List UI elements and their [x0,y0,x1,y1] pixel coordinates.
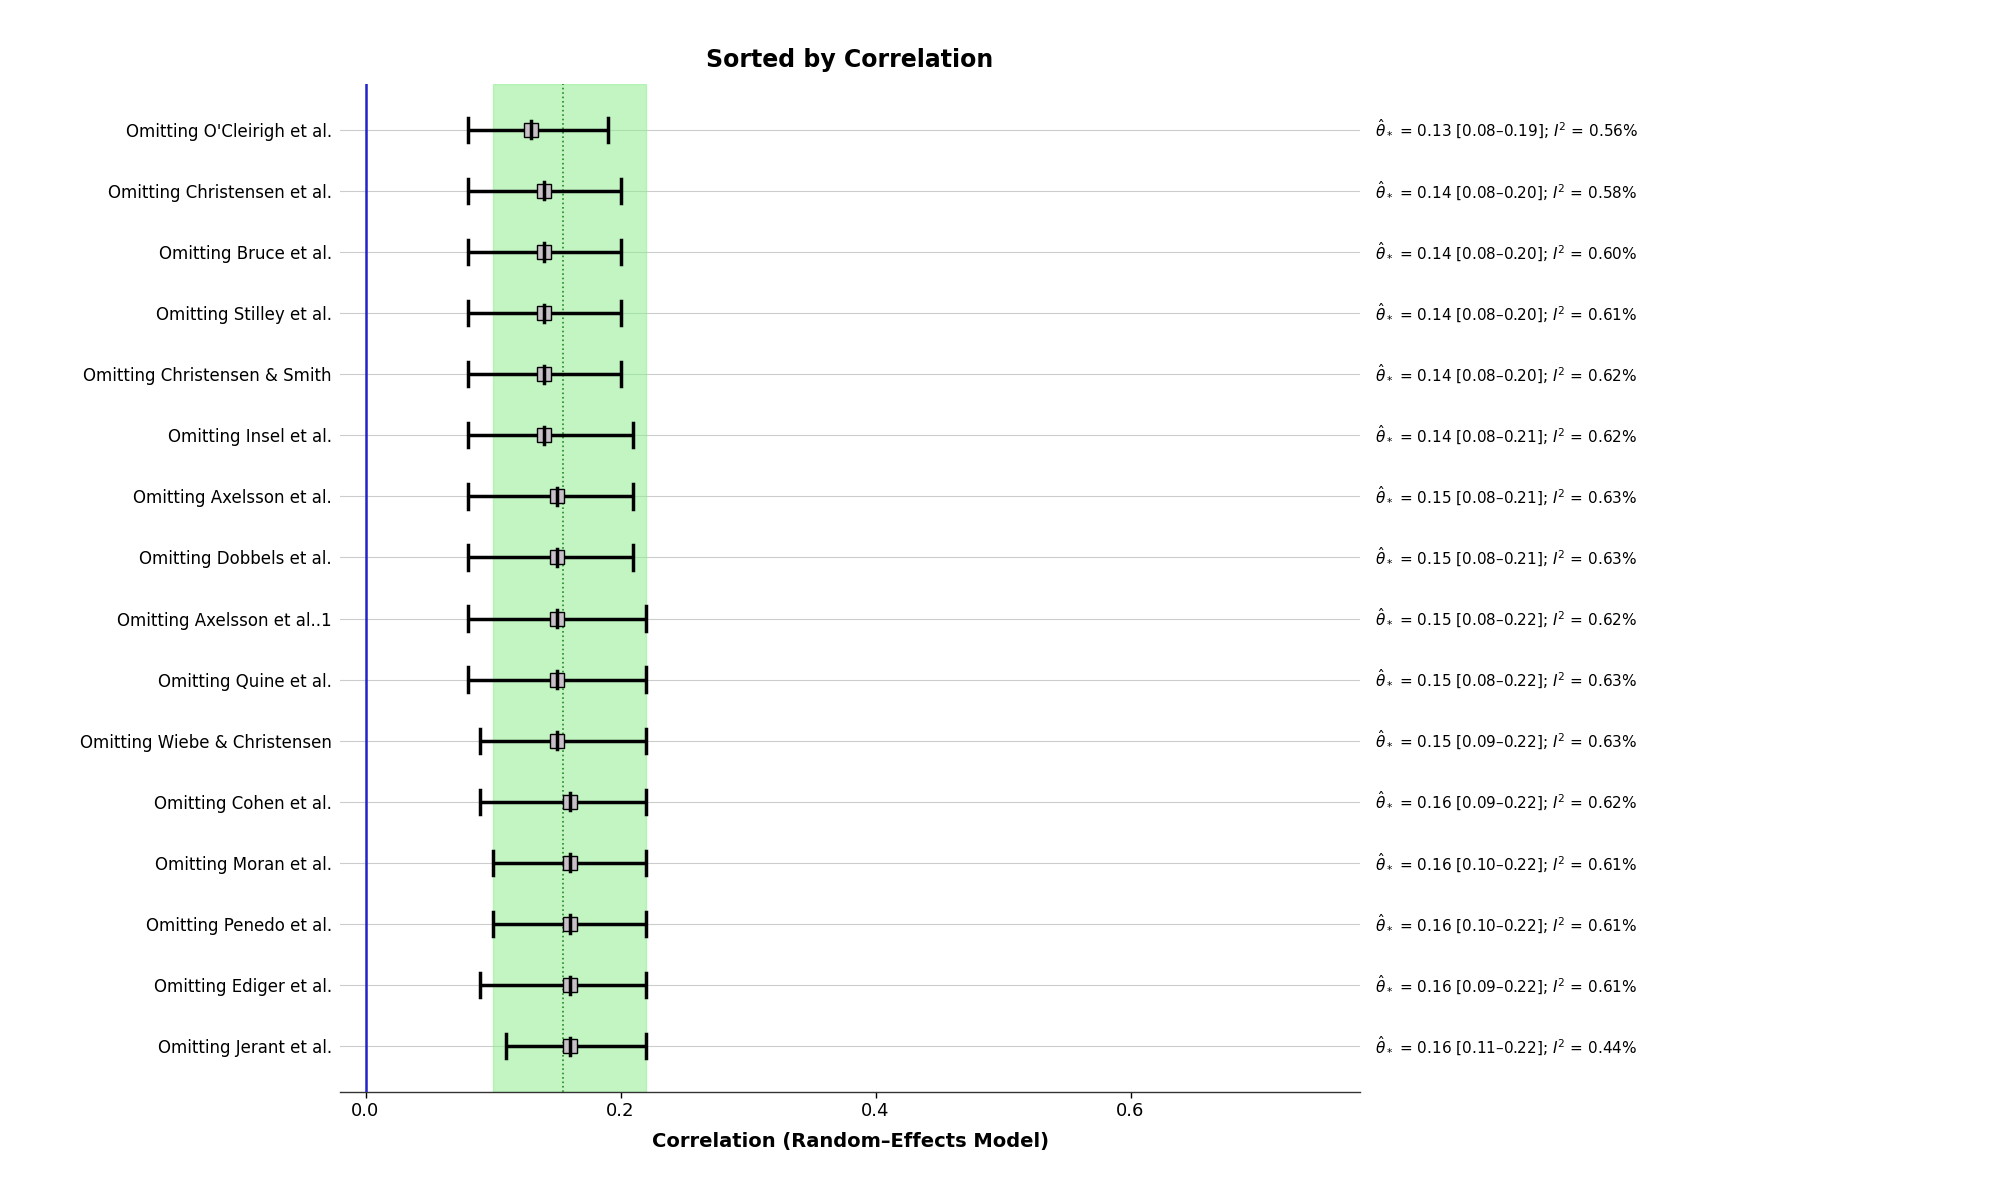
Text: $\hat{\theta}_*$ = 0.14 [0.08–0.20]; $\it{I}^2$ = 0.61%: $\hat{\theta}_*$ = 0.14 [0.08–0.20]; $\i… [1376,301,1638,325]
Text: $\hat{\theta}_*$ = 0.14 [0.08–0.20]; $\it{I}^2$ = 0.62%: $\hat{\theta}_*$ = 0.14 [0.08–0.20]; $\i… [1376,362,1638,386]
Text: $\hat{\theta}_*$ = 0.15 [0.08–0.21]; $\it{I}^2$ = 0.63%: $\hat{\theta}_*$ = 0.15 [0.08–0.21]; $\i… [1376,485,1638,508]
Text: $\hat{\theta}_*$ = 0.16 [0.10–0.22]; $\it{I}^2$ = 0.61%: $\hat{\theta}_*$ = 0.16 [0.10–0.22]; $\i… [1376,851,1638,875]
Text: $\hat{\theta}_*$ = 0.14 [0.08–0.20]; $\it{I}^2$ = 0.58%: $\hat{\theta}_*$ = 0.14 [0.08–0.20]; $\i… [1376,179,1638,203]
Text: $\hat{\theta}_*$ = 0.14 [0.08–0.20]; $\it{I}^2$ = 0.60%: $\hat{\theta}_*$ = 0.14 [0.08–0.20]; $\i… [1376,240,1638,264]
Bar [492,84,646,1092]
Text: $\hat{\theta}_*$ = 0.16 [0.09–0.22]; $\it{I}^2$ = 0.62%: $\hat{\theta}_*$ = 0.16 [0.09–0.22]; $\i… [1376,790,1638,814]
Text: $\hat{\theta}_*$ = 0.16 [0.11–0.22]; $\it{I}^2$ = 0.44%: $\hat{\theta}_*$ = 0.16 [0.11–0.22]; $\i… [1376,1034,1638,1058]
Text: $\hat{\theta}_*$ = 0.15 [0.08–0.22]; $\it{I}^2$ = 0.62%: $\hat{\theta}_*$ = 0.15 [0.08–0.22]; $\i… [1376,607,1638,630]
Text: $\hat{\theta}_*$ = 0.15 [0.08–0.21]; $\it{I}^2$ = 0.63%: $\hat{\theta}_*$ = 0.15 [0.08–0.21]; $\i… [1376,546,1638,569]
X-axis label: Correlation (Random–Effects Model): Correlation (Random–Effects Model) [652,1132,1048,1151]
Text: $\hat{\theta}_*$ = 0.16 [0.09–0.22]; $\it{I}^2$ = 0.61%: $\hat{\theta}_*$ = 0.16 [0.09–0.22]; $\i… [1376,973,1638,997]
Title: Sorted by Correlation: Sorted by Correlation [706,48,994,72]
Text: $\hat{\theta}_*$ = 0.13 [0.08–0.19]; $\it{I}^2$ = 0.56%: $\hat{\theta}_*$ = 0.13 [0.08–0.19]; $\i… [1376,118,1638,142]
Text: $\hat{\theta}_*$ = 0.15 [0.08–0.22]; $\it{I}^2$ = 0.63%: $\hat{\theta}_*$ = 0.15 [0.08–0.22]; $\i… [1376,668,1638,691]
Text: $\hat{\theta}_*$ = 0.16 [0.10–0.22]; $\it{I}^2$ = 0.61%: $\hat{\theta}_*$ = 0.16 [0.10–0.22]; $\i… [1376,912,1638,936]
Text: $\hat{\theta}_*$ = 0.14 [0.08–0.21]; $\it{I}^2$ = 0.62%: $\hat{\theta}_*$ = 0.14 [0.08–0.21]; $\i… [1376,424,1638,446]
Text: $\hat{\theta}_*$ = 0.15 [0.09–0.22]; $\it{I}^2$ = 0.63%: $\hat{\theta}_*$ = 0.15 [0.09–0.22]; $\i… [1376,730,1638,752]
